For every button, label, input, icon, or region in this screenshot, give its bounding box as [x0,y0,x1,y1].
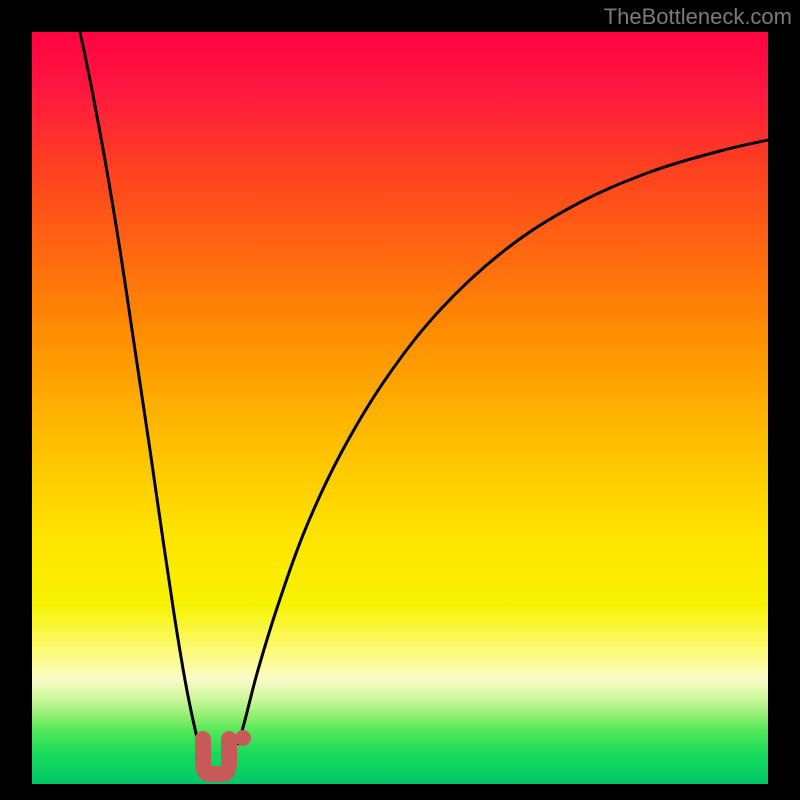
watermark-text: TheBottleneck.com [604,4,792,29]
valley-dot [235,730,251,746]
bottleneck-chart: TheBottleneck.com [0,0,800,800]
